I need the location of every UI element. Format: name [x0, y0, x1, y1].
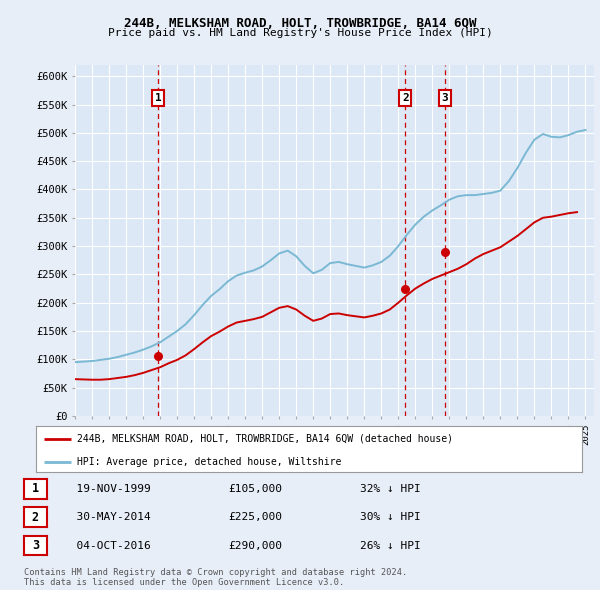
- Text: 32% ↓ HPI: 32% ↓ HPI: [360, 484, 421, 494]
- Text: 2: 2: [402, 93, 409, 103]
- Text: 04-OCT-2016: 04-OCT-2016: [63, 541, 151, 550]
- Text: 1: 1: [155, 93, 161, 103]
- Text: 30% ↓ HPI: 30% ↓ HPI: [360, 513, 421, 522]
- Text: 30-MAY-2014: 30-MAY-2014: [63, 513, 151, 522]
- Text: 3: 3: [32, 539, 39, 552]
- Text: 1: 1: [32, 482, 39, 496]
- Text: 244B, MELKSHAM ROAD, HOLT, TROWBRIDGE, BA14 6QW (detached house): 244B, MELKSHAM ROAD, HOLT, TROWBRIDGE, B…: [77, 434, 453, 444]
- Text: 2: 2: [32, 510, 39, 524]
- Text: £105,000: £105,000: [228, 484, 282, 494]
- Text: 3: 3: [442, 93, 448, 103]
- Text: Contains HM Land Registry data © Crown copyright and database right 2024.
This d: Contains HM Land Registry data © Crown c…: [24, 568, 407, 587]
- Text: 244B, MELKSHAM ROAD, HOLT, TROWBRIDGE, BA14 6QW: 244B, MELKSHAM ROAD, HOLT, TROWBRIDGE, B…: [124, 17, 476, 30]
- Text: £290,000: £290,000: [228, 541, 282, 550]
- Text: 26% ↓ HPI: 26% ↓ HPI: [360, 541, 421, 550]
- Text: 19-NOV-1999: 19-NOV-1999: [63, 484, 151, 494]
- Text: HPI: Average price, detached house, Wiltshire: HPI: Average price, detached house, Wilt…: [77, 457, 341, 467]
- Text: £225,000: £225,000: [228, 513, 282, 522]
- Text: Price paid vs. HM Land Registry's House Price Index (HPI): Price paid vs. HM Land Registry's House …: [107, 28, 493, 38]
